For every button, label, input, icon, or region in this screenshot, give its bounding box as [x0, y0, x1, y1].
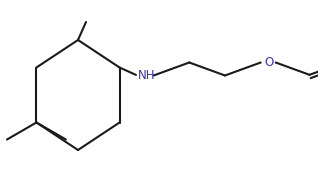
- Text: O: O: [264, 56, 273, 69]
- Text: NH: NH: [138, 69, 155, 82]
